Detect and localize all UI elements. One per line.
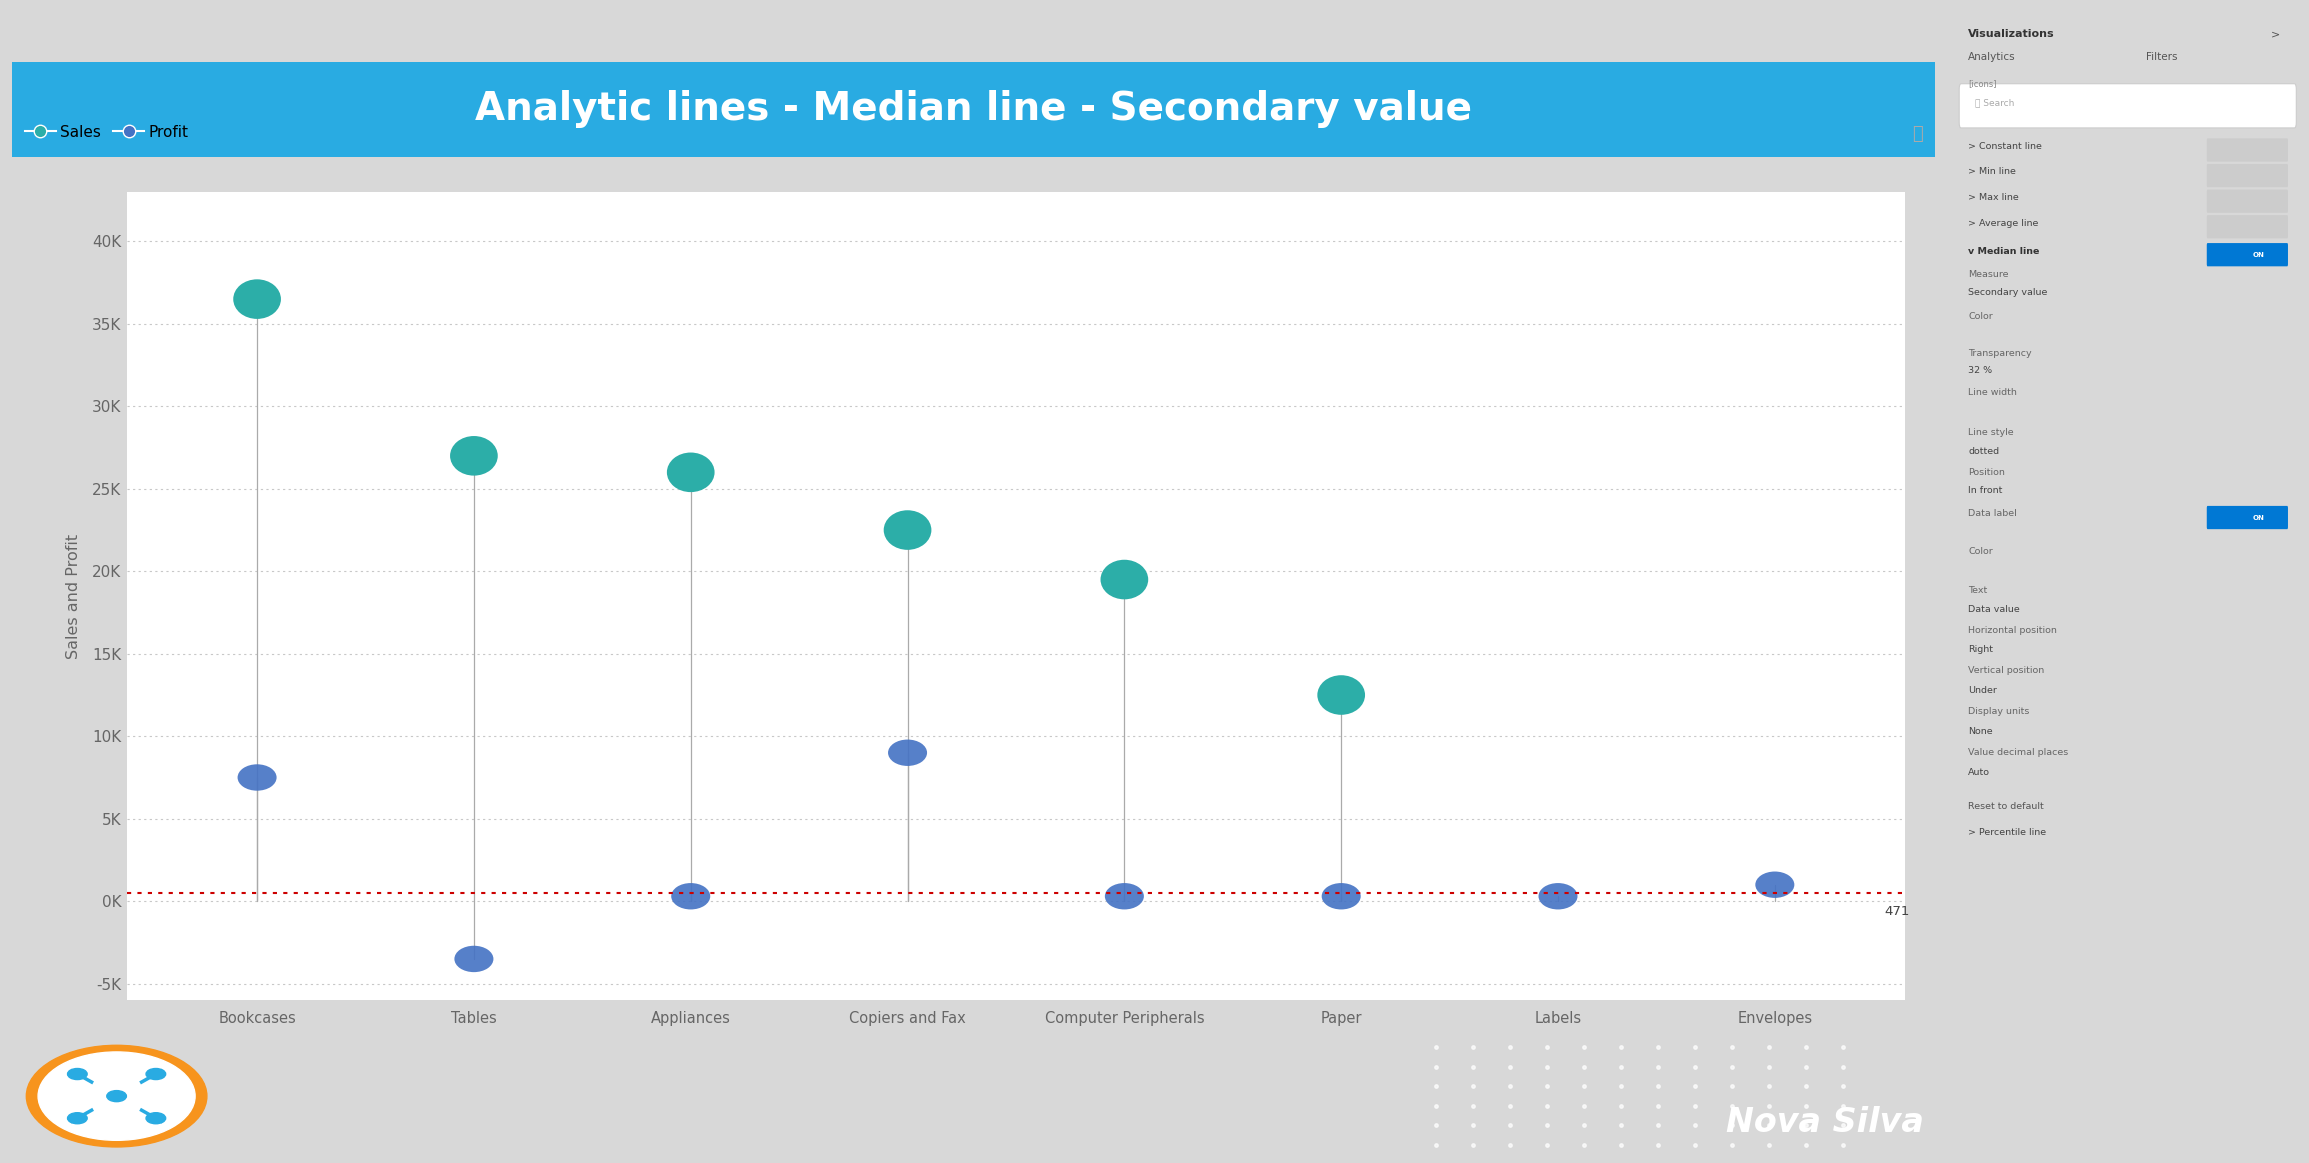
Text: Filters: Filters bbox=[2145, 52, 2177, 63]
Ellipse shape bbox=[672, 883, 711, 909]
FancyBboxPatch shape bbox=[1958, 84, 2297, 128]
Text: > Constant line: > Constant line bbox=[1967, 142, 2041, 151]
Text: Nova Silva: Nova Silva bbox=[1727, 1106, 1923, 1140]
Circle shape bbox=[106, 1091, 127, 1101]
Ellipse shape bbox=[1538, 883, 1577, 909]
Circle shape bbox=[37, 1051, 194, 1140]
FancyBboxPatch shape bbox=[2207, 138, 2288, 162]
FancyBboxPatch shape bbox=[2207, 190, 2288, 213]
Text: 🔍 Search: 🔍 Search bbox=[1977, 98, 2016, 107]
Ellipse shape bbox=[238, 764, 277, 791]
Text: > Min line: > Min line bbox=[1967, 167, 2016, 177]
Text: ⓘ: ⓘ bbox=[1912, 126, 1923, 143]
Circle shape bbox=[25, 1046, 208, 1147]
Ellipse shape bbox=[1755, 871, 1794, 898]
Text: > Average line: > Average line bbox=[1967, 219, 2039, 228]
Text: Line width: Line width bbox=[1967, 388, 2018, 398]
Text: Vertical position: Vertical position bbox=[1967, 666, 2043, 676]
Text: Data value: Data value bbox=[1967, 605, 2020, 614]
Text: Measure: Measure bbox=[1967, 270, 2009, 279]
Ellipse shape bbox=[884, 511, 931, 550]
Text: Display units: Display units bbox=[1967, 707, 2030, 716]
FancyBboxPatch shape bbox=[0, 59, 1993, 159]
FancyBboxPatch shape bbox=[2207, 215, 2288, 238]
Text: Color: Color bbox=[1967, 312, 1993, 321]
Text: Value decimal places: Value decimal places bbox=[1967, 748, 2069, 757]
Text: > Max line: > Max line bbox=[1967, 193, 2018, 202]
Text: Reset to default: Reset to default bbox=[1967, 802, 2043, 812]
Text: Position: Position bbox=[1967, 468, 2004, 477]
Ellipse shape bbox=[1106, 883, 1143, 909]
Text: Data label: Data label bbox=[1967, 509, 2018, 519]
FancyBboxPatch shape bbox=[2207, 506, 2288, 529]
Ellipse shape bbox=[233, 279, 282, 319]
Ellipse shape bbox=[1321, 883, 1360, 909]
Text: ON: ON bbox=[2251, 251, 2265, 258]
Text: Text: Text bbox=[1967, 586, 1988, 595]
Ellipse shape bbox=[1318, 676, 1365, 715]
Text: Analytic lines - Median line - Secondary value: Analytic lines - Median line - Secondary… bbox=[476, 91, 1471, 128]
Text: Auto: Auto bbox=[1967, 768, 1990, 777]
Text: None: None bbox=[1967, 727, 1993, 736]
FancyBboxPatch shape bbox=[2207, 164, 2288, 187]
Circle shape bbox=[67, 1113, 88, 1123]
Ellipse shape bbox=[455, 946, 494, 972]
Ellipse shape bbox=[450, 436, 499, 476]
Text: Under: Under bbox=[1967, 686, 1997, 695]
Text: [icons]: [icons] bbox=[1967, 79, 1997, 88]
Text: In front: In front bbox=[1967, 486, 2002, 495]
Ellipse shape bbox=[1101, 559, 1148, 599]
Text: 471: 471 bbox=[1884, 905, 1910, 918]
Text: dotted: dotted bbox=[1967, 447, 2000, 456]
Ellipse shape bbox=[889, 740, 928, 766]
Text: Visualizations: Visualizations bbox=[1967, 29, 2055, 40]
Y-axis label: Sales and Profit: Sales and Profit bbox=[67, 534, 81, 658]
Text: Line style: Line style bbox=[1967, 428, 2013, 437]
Text: Right: Right bbox=[1967, 645, 1993, 655]
FancyBboxPatch shape bbox=[2207, 243, 2288, 266]
Text: Horizontal position: Horizontal position bbox=[1967, 626, 2057, 635]
Text: Analytics: Analytics bbox=[1967, 52, 2016, 63]
Text: Secondary value: Secondary value bbox=[1967, 288, 2048, 298]
Circle shape bbox=[145, 1113, 166, 1123]
Text: Transparency: Transparency bbox=[1967, 349, 2032, 358]
Text: ON: ON bbox=[2251, 514, 2265, 521]
Ellipse shape bbox=[667, 452, 713, 492]
Text: >: > bbox=[2270, 29, 2279, 40]
Text: v Median line: v Median line bbox=[1967, 247, 2039, 256]
Legend: Sales, Profit: Sales, Profit bbox=[18, 119, 194, 145]
Text: Color: Color bbox=[1967, 547, 1993, 556]
Circle shape bbox=[145, 1069, 166, 1079]
Text: > Percentile line: > Percentile line bbox=[1967, 828, 2046, 837]
Circle shape bbox=[67, 1069, 88, 1079]
Text: 32 %: 32 % bbox=[1967, 366, 1993, 376]
